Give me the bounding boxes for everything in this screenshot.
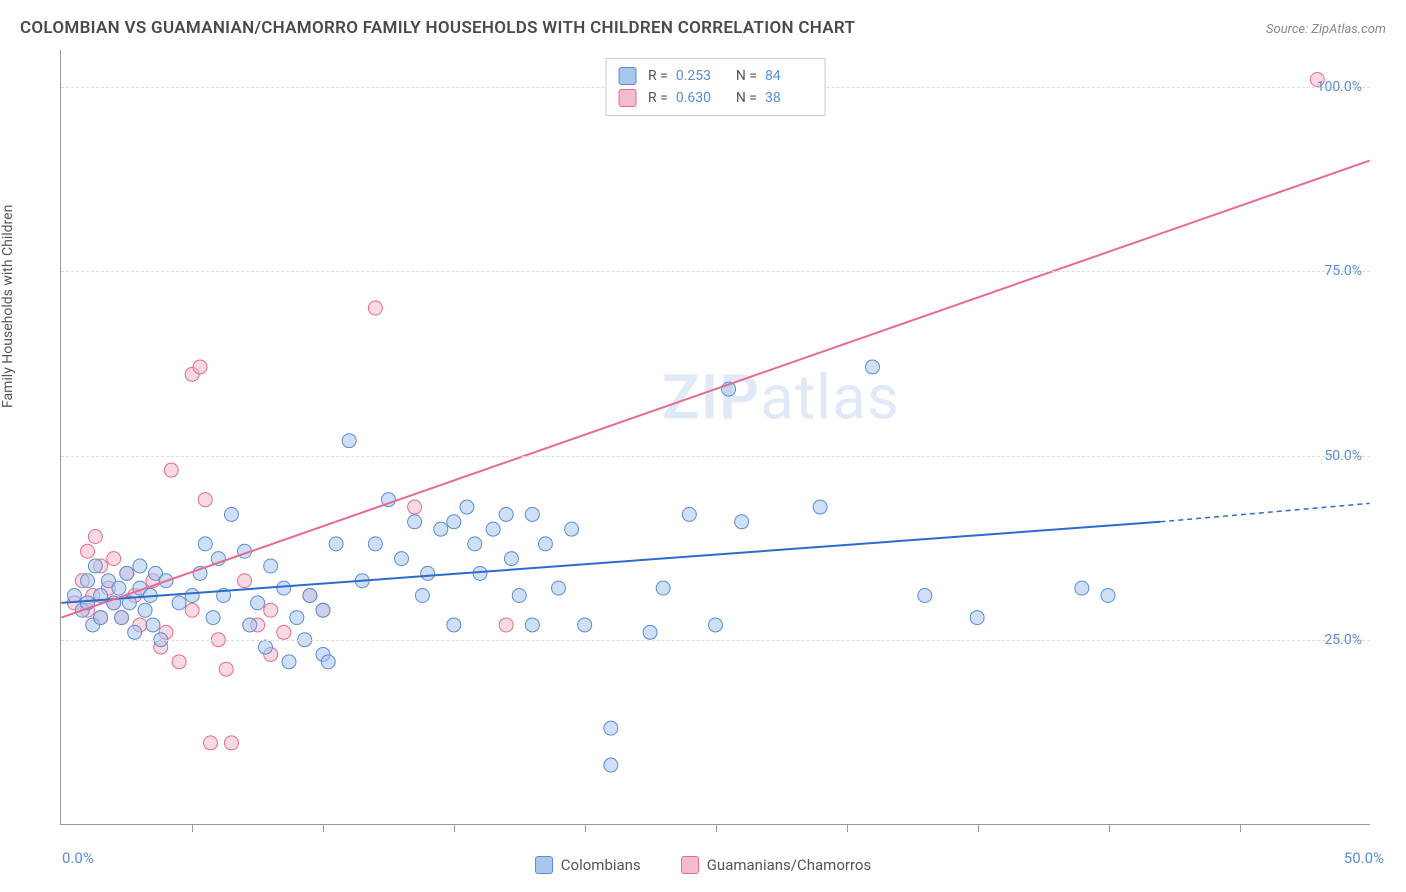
- source-label: Source: ZipAtlas.com: [1266, 22, 1386, 37]
- legend-item-colombians: Colombians: [535, 856, 641, 874]
- y-tick-label: 50.0%: [1324, 448, 1362, 464]
- y-tick-label: 25.0%: [1324, 632, 1362, 648]
- r-label: R =: [648, 90, 668, 106]
- legend-row-colombians: R = 0.253 N = 84: [618, 65, 813, 87]
- swatch-icon: [618, 89, 636, 107]
- legend-item-guamanians: Guamanians/Chamorros: [681, 856, 871, 874]
- series-legend: Colombians Guamanians/Chamorros: [0, 856, 1406, 874]
- legend-row-guamanians: R = 0.630 N = 38: [618, 87, 813, 109]
- n-value: 38: [765, 90, 813, 106]
- n-value: 84: [765, 68, 813, 84]
- swatch-icon: [681, 856, 699, 874]
- legend-label: Colombians: [561, 856, 641, 874]
- r-value: 0.253: [676, 68, 724, 84]
- n-label: N =: [736, 68, 757, 84]
- chart-plot-area: R = 0.253 N = 84 R = 0.630 N = 38 ZIPatl…: [60, 50, 1370, 825]
- swatch-icon: [618, 67, 636, 85]
- y-tick-label: 100.0%: [1317, 79, 1362, 95]
- swatch-icon: [535, 856, 553, 874]
- chart-title: COLOMBIAN VS GUAMANIAN/CHAMORRO FAMILY H…: [20, 18, 855, 38]
- scatter-svg: [61, 50, 1370, 824]
- r-label: R =: [648, 68, 668, 84]
- n-label: N =: [736, 90, 757, 106]
- correlation-legend: R = 0.253 N = 84 R = 0.630 N = 38: [605, 58, 826, 116]
- y-tick-label: 75.0%: [1324, 263, 1362, 279]
- r-value: 0.630: [676, 90, 724, 106]
- legend-label: Guamanians/Chamorros: [707, 856, 871, 874]
- y-axis-label: Family Households with Children: [0, 205, 16, 408]
